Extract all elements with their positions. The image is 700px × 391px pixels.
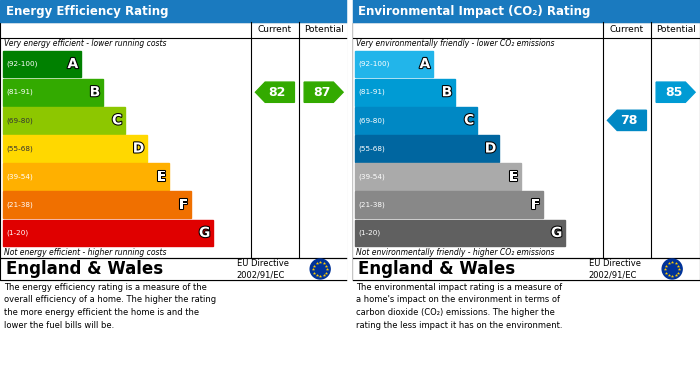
Bar xyxy=(0,22,348,280)
Text: E: E xyxy=(509,170,518,184)
Bar xyxy=(355,192,543,218)
Text: (55-68): (55-68) xyxy=(358,145,385,152)
Circle shape xyxy=(662,259,682,279)
Bar xyxy=(3,192,191,218)
Text: (39-54): (39-54) xyxy=(6,173,33,180)
Text: England & Wales: England & Wales xyxy=(358,260,515,278)
Bar xyxy=(3,135,147,162)
Bar xyxy=(3,107,125,134)
Text: D: D xyxy=(133,142,144,156)
Text: C: C xyxy=(464,113,475,127)
Text: Potential: Potential xyxy=(304,25,344,34)
Text: B: B xyxy=(442,85,452,99)
Text: EU Directive
2002/91/EC: EU Directive 2002/91/EC xyxy=(589,258,640,280)
Text: 85: 85 xyxy=(665,86,682,99)
Bar xyxy=(352,258,700,280)
Polygon shape xyxy=(608,110,646,131)
Text: Very energy efficient - lower running costs: Very energy efficient - lower running co… xyxy=(4,39,167,48)
Text: G: G xyxy=(551,226,562,240)
Text: A: A xyxy=(419,57,430,71)
Bar xyxy=(352,0,700,22)
Text: (39-54): (39-54) xyxy=(358,173,385,180)
Bar xyxy=(0,0,348,22)
Text: E: E xyxy=(157,170,167,184)
Text: Not environmentally friendly - higher CO₂ emissions: Not environmentally friendly - higher CO… xyxy=(356,248,554,257)
Text: (69-80): (69-80) xyxy=(358,117,385,124)
Text: The energy efficiency rating is a measure of the
overall efficiency of a home. T: The energy efficiency rating is a measur… xyxy=(4,283,216,330)
Text: F: F xyxy=(178,198,188,212)
Text: (21-38): (21-38) xyxy=(6,201,33,208)
Text: (81-91): (81-91) xyxy=(6,89,33,95)
Text: G: G xyxy=(199,226,210,240)
Text: (92-100): (92-100) xyxy=(6,61,37,67)
Text: Current: Current xyxy=(610,25,644,34)
Text: 87: 87 xyxy=(313,86,330,99)
Text: (92-100): (92-100) xyxy=(358,61,389,67)
Polygon shape xyxy=(304,82,343,102)
Bar xyxy=(355,135,499,162)
Text: D: D xyxy=(485,142,496,156)
Bar xyxy=(3,220,214,246)
Text: (81-91): (81-91) xyxy=(358,89,385,95)
Text: England & Wales: England & Wales xyxy=(6,260,163,278)
Polygon shape xyxy=(656,82,695,102)
Bar xyxy=(352,22,700,280)
Text: 78: 78 xyxy=(620,114,638,127)
Bar xyxy=(3,79,104,106)
Text: Very environmentally friendly - lower CO₂ emissions: Very environmentally friendly - lower CO… xyxy=(356,39,554,48)
Text: EU Directive
2002/91/EC: EU Directive 2002/91/EC xyxy=(237,258,288,280)
Text: (1-20): (1-20) xyxy=(358,230,380,236)
Text: B: B xyxy=(90,85,100,99)
Bar xyxy=(355,163,522,190)
Text: (55-68): (55-68) xyxy=(6,145,33,152)
Bar xyxy=(355,79,455,106)
Bar xyxy=(355,107,477,134)
Text: (21-38): (21-38) xyxy=(358,201,385,208)
Text: Potential: Potential xyxy=(656,25,696,34)
Polygon shape xyxy=(256,82,295,102)
Text: 82: 82 xyxy=(268,86,286,99)
Text: Environmental Impact (CO₂) Rating: Environmental Impact (CO₂) Rating xyxy=(358,5,590,18)
Text: (69-80): (69-80) xyxy=(6,117,33,124)
Bar xyxy=(355,220,566,246)
Bar xyxy=(0,258,348,280)
Text: (1-20): (1-20) xyxy=(6,230,28,236)
Text: C: C xyxy=(112,113,122,127)
Bar xyxy=(3,51,81,77)
Text: Not energy efficient - higher running costs: Not energy efficient - higher running co… xyxy=(4,248,167,257)
Bar xyxy=(3,163,169,190)
Circle shape xyxy=(310,259,330,279)
Bar xyxy=(355,51,433,77)
Text: Current: Current xyxy=(258,25,292,34)
Text: The environmental impact rating is a measure of
a home's impact on the environme: The environmental impact rating is a mea… xyxy=(356,283,563,330)
Text: Energy Efficiency Rating: Energy Efficiency Rating xyxy=(6,5,169,18)
Text: F: F xyxy=(531,198,540,212)
Text: A: A xyxy=(67,57,78,71)
